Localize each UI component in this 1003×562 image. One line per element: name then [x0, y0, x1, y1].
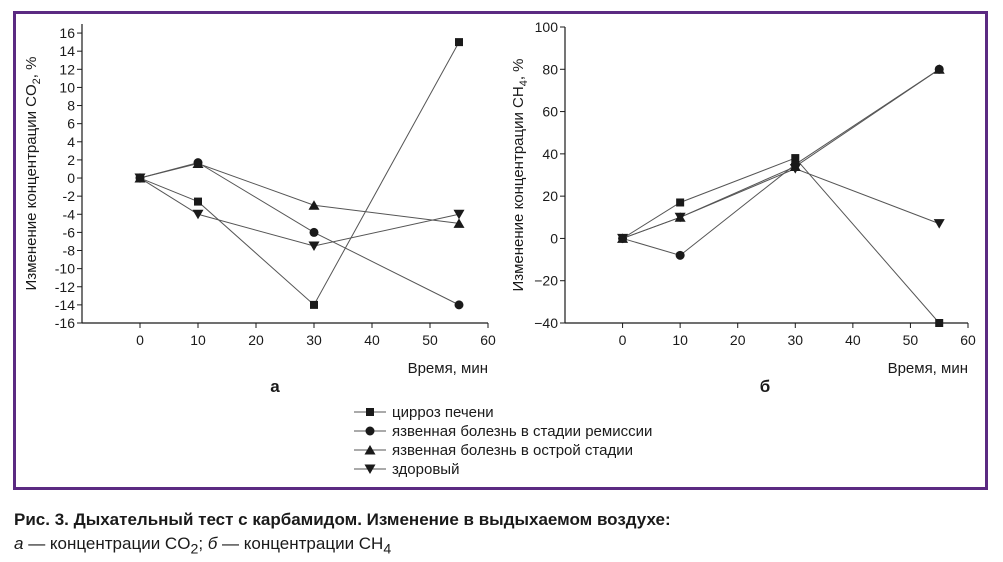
- y-tick-label: 2: [67, 152, 75, 168]
- data-point-triangle-down: [617, 233, 629, 244]
- x-tick-label: 20: [248, 332, 264, 348]
- y-tick-label: 6: [67, 116, 75, 132]
- y-axis-title: Изменение концентрации CH4, %: [510, 58, 530, 291]
- y-tick-label: 16: [59, 25, 75, 41]
- figure-caption: Рис. 3. Дыхательный тест с карбамидом. И…: [14, 508, 989, 561]
- figure-frame: [13, 11, 988, 490]
- legend-label: язвенная болезнь в стадии ремиссии: [392, 423, 652, 440]
- data-point-triangle-down: [192, 209, 204, 220]
- chart-panel-b: 100 80 60 40 20 0 −20 −40 0 10 20 30 40 50 60 Время, ми…: [510, 19, 976, 396]
- x-tick-label: 60: [480, 332, 496, 348]
- x-tick-label: 30: [306, 332, 322, 348]
- y-tick-label: -6: [63, 224, 76, 240]
- caption-a-text: — концентрации CO: [23, 534, 191, 553]
- legend-marker-triangle-down: [364, 464, 376, 474]
- y-tick-label: 0: [67, 170, 75, 186]
- y-tick-label: 60: [542, 104, 558, 120]
- y-tick-label: 4: [67, 134, 75, 150]
- x-tick-label: 10: [190, 332, 206, 348]
- x-tick-label: 50: [422, 332, 438, 348]
- y-tick-label: 20: [542, 188, 558, 204]
- y-tick-label: 8: [67, 98, 75, 114]
- x-tick-label: 40: [364, 332, 380, 348]
- series-line-circle: [139, 162, 460, 306]
- caption-title: Рис. 3. Дыхательный тест с карбамидом. И…: [14, 510, 671, 529]
- x-axis-title: Время, мин: [408, 360, 488, 377]
- data-point-circle: [675, 250, 685, 260]
- series-line-square: [139, 41, 460, 306]
- series-line-triangle-up: [622, 68, 940, 239]
- y-tick-label: -10: [55, 261, 75, 277]
- series-line-square: [622, 157, 940, 324]
- series-line-triangle-down: [622, 168, 940, 239]
- data-point-square: [310, 300, 318, 309]
- x-tick-label: 0: [136, 332, 144, 348]
- data-point-square: [455, 38, 463, 47]
- y-tick-label: -12: [55, 279, 75, 295]
- y-tick-label: -2: [63, 188, 76, 204]
- series-line-triangle-down: [139, 177, 460, 247]
- data-point-triangle-up: [308, 200, 320, 210]
- series-line-triangle-up: [139, 163, 460, 224]
- caption-b-letter: б: [207, 534, 218, 553]
- data-point-square: [935, 319, 944, 327]
- data-point-triangle-down: [134, 173, 146, 184]
- y-tick-label: 14: [59, 43, 75, 59]
- legend-label: здоровый: [392, 461, 459, 478]
- data-point-triangle-down: [308, 241, 320, 251]
- y-tick-label: -8: [63, 243, 76, 259]
- legend-label: цирроз печени: [392, 404, 494, 421]
- y-tick-label: 40: [542, 146, 558, 162]
- series-line-circle: [622, 68, 940, 256]
- data-point-square: [791, 154, 800, 163]
- legend-marker-square: [366, 408, 374, 416]
- panel-label: а: [270, 377, 280, 396]
- y-tick-label: 0: [550, 230, 558, 246]
- caption-a-sub: 2: [190, 541, 199, 558]
- y-tick-label: 100: [535, 19, 559, 35]
- data-point-triangle-up: [453, 218, 465, 228]
- y-tick-label: -14: [55, 297, 75, 313]
- y-tick-label: 80: [542, 61, 558, 77]
- data-point-triangle-down: [789, 164, 801, 174]
- x-tick-label: 10: [672, 332, 688, 348]
- x-tick-label: 50: [903, 332, 919, 348]
- legend-marker-triangle-up: [364, 445, 376, 455]
- data-point-triangle-up: [192, 158, 204, 169]
- x-tick-label: 40: [845, 332, 861, 348]
- y-tick-label: −20: [534, 273, 558, 289]
- y-tick-label: −40: [534, 315, 558, 331]
- x-tick-label: 0: [619, 332, 627, 348]
- data-point-triangle-up: [933, 64, 945, 74]
- x-axis-title: Время, мин: [888, 360, 968, 377]
- panel-label: б: [760, 377, 771, 396]
- legend-label: язвенная болезнь в острой стадии: [392, 442, 633, 459]
- y-axis-title: Изменение концентрации CO2, %: [23, 57, 43, 291]
- y-tick-label: 10: [59, 79, 75, 95]
- x-tick-label: 30: [787, 332, 803, 348]
- data-point-triangle-down: [453, 209, 465, 220]
- caption-b-sub: 4: [383, 541, 392, 558]
- caption-description: а — концентрации CO2; б — концентрации C…: [14, 532, 989, 561]
- x-tick-label: 60: [960, 332, 976, 348]
- data-point-triangle-down: [933, 219, 945, 229]
- y-tick-label: -16: [55, 315, 75, 331]
- x-tick-label: 20: [730, 332, 746, 348]
- y-tick-label: -4: [63, 206, 76, 222]
- data-point-triangle-down: [674, 212, 686, 223]
- caption-separator: ;: [198, 534, 208, 553]
- legend: цирроз печени язвенная болезнь в стадии р…: [354, 404, 652, 478]
- caption-b-text: — концентрации CH: [217, 534, 384, 553]
- data-point-square: [676, 198, 685, 207]
- y-tick-label: 12: [59, 61, 75, 77]
- data-point-circle: [454, 300, 464, 310]
- legend-marker-circle: [365, 426, 375, 436]
- data-point-circle: [309, 227, 319, 237]
- caption-a-letter: а: [14, 534, 24, 553]
- data-point-square: [194, 197, 202, 206]
